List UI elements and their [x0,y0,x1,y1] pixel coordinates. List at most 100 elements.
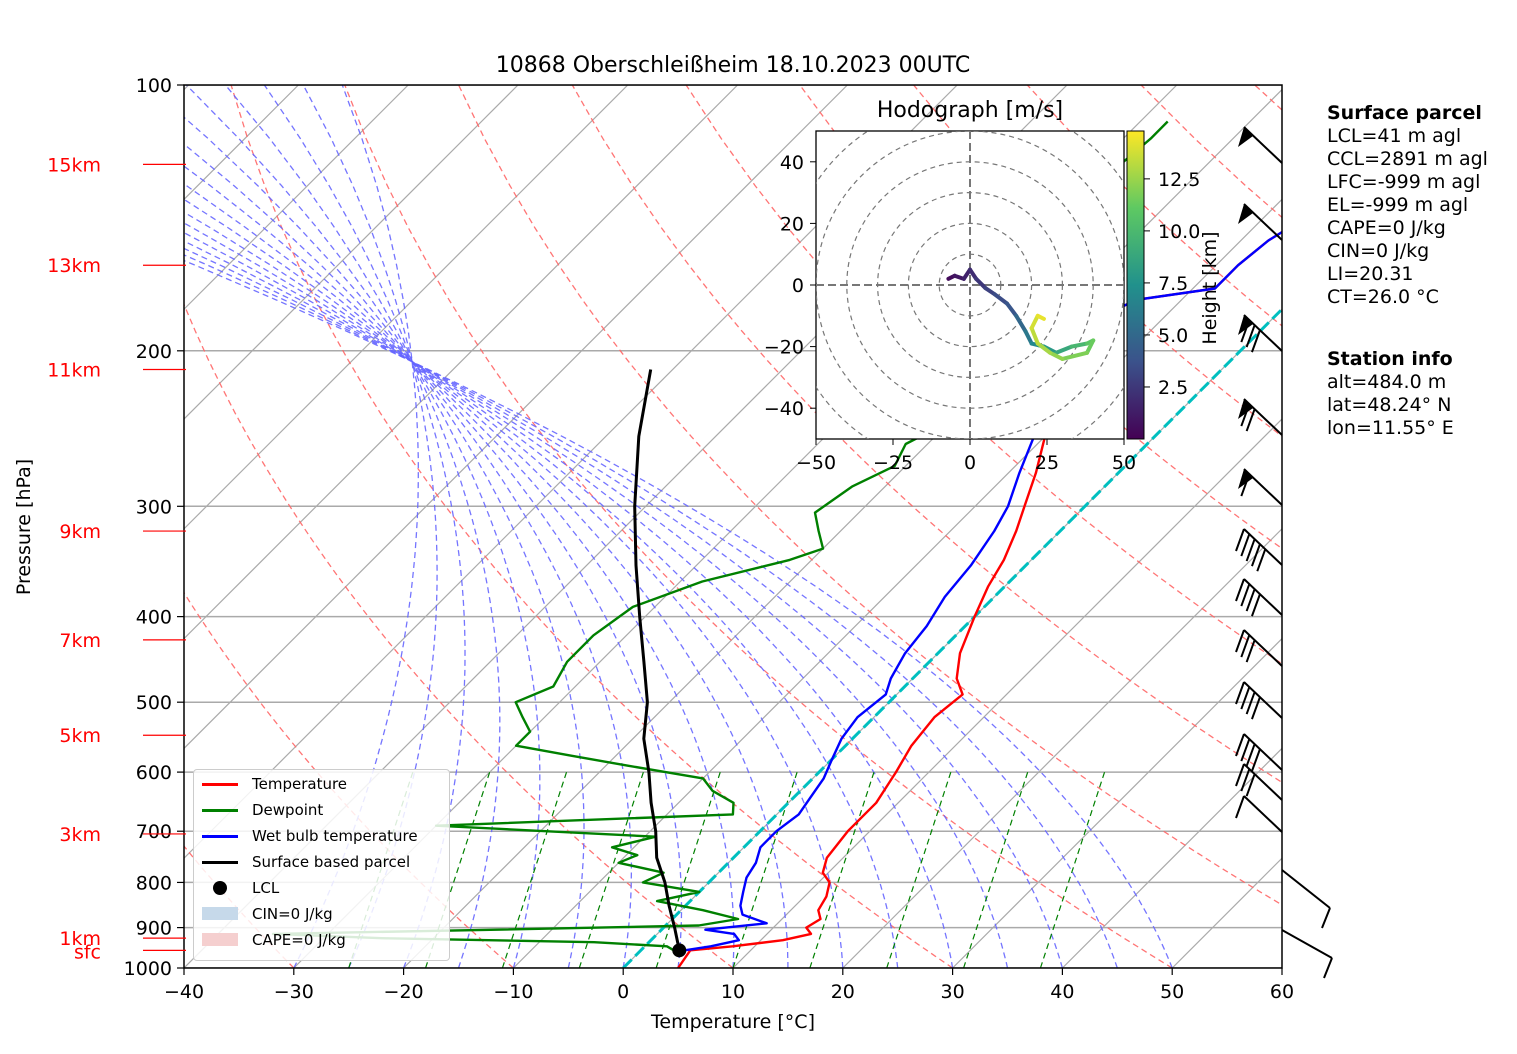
freezing-isotherm-line [622,307,1282,968]
mixing-ratio-line [578,771,644,968]
moist-adiabat-line [224,85,501,968]
legend-label: LCL [252,879,280,897]
wind-barb-shaft [1243,528,1283,566]
wind-barb-feather [1245,324,1256,348]
moist-adiabat-line [184,211,844,968]
legend-label: CIN=0 J/kg [252,905,333,923]
series-line-wet-bulb-temperature [684,230,1282,952]
hodograph-segment [1048,350,1065,361]
wind-barb-feather [1240,533,1251,557]
legend-label: Wet bulb temperature [252,827,418,845]
x-tick-label: 10 [721,981,745,1003]
hodograph-segment [1069,341,1090,349]
height-label: 7km [59,630,101,652]
y-tick-label: 300 [136,496,172,518]
dry-adiabat-line [230,85,953,968]
legend-item-parcel: Surface based parcel [202,851,410,873]
wind-barb-flag [1238,127,1253,147]
wind-barb-flag [1238,315,1253,335]
wind-barb-shaft [1281,869,1331,909]
isotherm-line [184,85,739,640]
x-tick-label: −40 [164,981,204,1003]
wind-barb-shaft [1243,578,1283,616]
wind-barb-shaft [1243,763,1283,801]
surface-parcel-heading: Surface parcel [1327,102,1482,124]
wind-barb-feather [1251,329,1261,353]
isotherm-line [184,85,519,420]
moist-adiabat-line [185,85,541,968]
mixing-ratio-line [501,771,568,968]
surface-parcel-line: LI=20.31 [1327,263,1414,285]
y-tick-label: 1000 [124,958,172,980]
moist-adiabat-line [184,116,585,968]
wind-barb-shaft [1243,681,1283,719]
hodograph-x-label: 50 [1112,452,1136,474]
hodograph-frame [815,130,1125,440]
y-tick-label: 800 [136,872,172,894]
isotherm-line [184,85,409,311]
x-tick-label: 0 [617,981,629,1003]
wind-barb-feather [1235,681,1245,705]
moist-adiabat-line [184,183,735,968]
wind-barb-feather [1256,548,1267,572]
wind-barb-feather [1245,588,1256,612]
x-tick-label: −30 [274,981,314,1003]
x-tick-label: −10 [493,981,533,1003]
moist-adiabat-line [184,240,1009,968]
x-tick-label: 30 [941,981,965,1003]
skewt-axes: −40 −30 −20 −10 0 10 20 30 40 50 60100200300400500… [47,75,1294,1003]
hodograph-segment [1060,350,1090,361]
colorbar-tick-label: 10.0 [1158,221,1200,243]
wind-barb-feather [1251,696,1261,720]
legend-item-cin: CIN=0 J/kg [202,903,333,925]
surface-parcel-line: CIN=0 J/kg [1327,240,1430,262]
legend-label: CAPE=0 J/kg [252,931,346,949]
height-label: 13km [47,255,101,277]
wind-barb-feather [1235,795,1245,819]
wind-barb-shaft [1243,203,1283,241]
wind-barb-feather [1235,763,1245,787]
wind-barb-feather [1235,733,1245,757]
hodograph-segment [1054,344,1074,355]
surface-parcel-line: LCL=41 m agl [1327,125,1462,147]
x-tick-label: 40 [1050,981,1074,1003]
height-label: 1km [59,928,101,950]
wind-barb-flag [1238,469,1253,489]
y-tick-label: 100 [136,75,172,97]
y-tick-label: 700 [136,821,172,843]
wind-barb-feather [1245,408,1256,432]
surface-parcel-line: LFC=-999 m agl [1327,171,1481,193]
x-tick-label: 50 [1160,981,1184,1003]
hodograph-segment [1004,301,1019,318]
y-tick-label: 600 [136,762,172,784]
surface-parcel-line: EL=-999 m agl [1327,194,1469,216]
legend-item-temperature: Temperature [202,773,347,795]
wind-barb-feather [1240,583,1251,607]
wind-barb-feather [1321,907,1331,929]
wind-barb-feather [1245,538,1256,562]
hodograph-y-label: −40 [764,398,804,420]
wind-barb-feather [1245,691,1256,715]
colorbar-tick-label: 5.0 [1158,325,1188,347]
wind-barb-shaft [1243,795,1283,833]
wind-barb-shaft [1243,314,1283,352]
y-tick-label: 900 [136,918,172,940]
dry-adiabat-line [184,302,734,968]
hodograph-y-label: 0 [792,275,804,297]
hodograph-segment [992,292,1009,306]
wind-barb-feather [1245,773,1256,797]
dry-adiabat-line [344,85,1173,968]
hodograph-clipped-group [816,131,1124,439]
wind-barb-shaft [1243,126,1283,164]
wind-barb-shaft [1243,733,1283,771]
height-label: 9km [59,521,101,543]
hodograph-x-label: −50 [796,452,836,474]
hodograph-y-label: 20 [780,213,804,235]
station-info-line: alt=484.0 m [1327,371,1447,393]
hodograph-x-label: −25 [873,452,913,474]
mixing-ratio-line [1039,771,1106,968]
legend-label: Temperature [252,775,348,793]
colorbar [1126,130,1145,440]
isotherm-line [1061,747,1282,968]
